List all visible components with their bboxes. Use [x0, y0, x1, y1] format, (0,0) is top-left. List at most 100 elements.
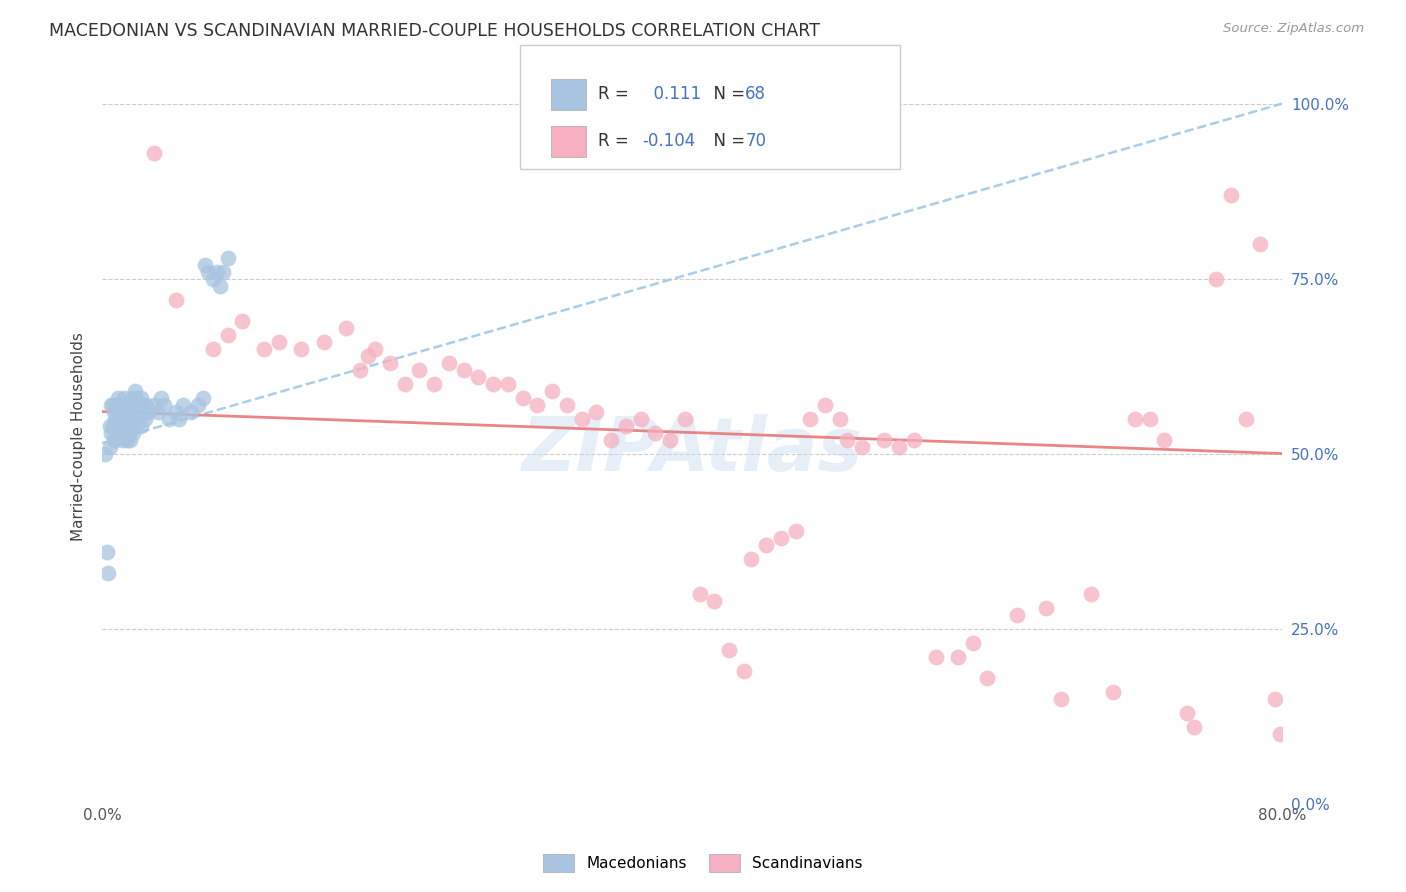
- Point: [118, 398, 141, 412]
- Point: [1080, 586, 1102, 600]
- Point: [101, 398, 124, 412]
- Point: [103, 433, 125, 447]
- Point: [946, 649, 969, 664]
- Point: [114, 425, 136, 440]
- Point: [124, 384, 146, 398]
- Point: [630, 411, 652, 425]
- Point: [659, 433, 682, 447]
- Point: [555, 398, 578, 412]
- Point: [873, 433, 896, 447]
- Point: [142, 145, 165, 160]
- Point: [976, 671, 998, 685]
- Point: [496, 376, 519, 391]
- Point: [290, 342, 312, 356]
- Point: [526, 398, 548, 412]
- Point: [105, 418, 128, 433]
- Point: [541, 384, 564, 398]
- Point: [135, 398, 157, 412]
- Point: [1153, 433, 1175, 447]
- Point: [134, 411, 156, 425]
- Point: [172, 398, 194, 412]
- Point: [122, 425, 145, 440]
- Point: [103, 404, 125, 418]
- Point: [349, 362, 371, 376]
- Point: [1050, 691, 1073, 706]
- Point: [153, 398, 176, 412]
- Point: [1182, 720, 1205, 734]
- Point: [1268, 726, 1291, 740]
- Point: [814, 398, 837, 412]
- Point: [335, 320, 357, 334]
- Text: 70: 70: [745, 132, 766, 150]
- Point: [100, 398, 122, 412]
- Point: [165, 404, 187, 418]
- Text: R =: R =: [598, 86, 634, 103]
- Point: [112, 391, 135, 405]
- Point: [148, 404, 170, 418]
- Point: [94, 446, 117, 460]
- Point: [600, 433, 623, 447]
- Point: [111, 433, 134, 447]
- Point: [1249, 236, 1271, 251]
- Text: R =: R =: [598, 132, 634, 150]
- Point: [467, 369, 489, 384]
- Point: [112, 411, 135, 425]
- Point: [1219, 187, 1241, 202]
- Point: [97, 566, 120, 580]
- Point: [157, 411, 180, 425]
- Point: [117, 404, 139, 418]
- Point: [769, 531, 792, 545]
- Point: [217, 327, 239, 342]
- Point: [180, 404, 202, 418]
- Point: [142, 398, 165, 412]
- Point: [312, 334, 335, 349]
- Point: [925, 649, 948, 664]
- Point: [1123, 411, 1146, 425]
- Point: [121, 418, 143, 433]
- Point: [150, 391, 173, 405]
- Point: [689, 586, 711, 600]
- Point: [108, 418, 131, 433]
- Point: [887, 440, 910, 454]
- Point: [733, 664, 755, 678]
- Point: [1139, 411, 1161, 425]
- Point: [98, 440, 121, 454]
- Point: [614, 418, 637, 433]
- Point: [117, 433, 139, 447]
- Point: [1175, 706, 1198, 720]
- Point: [201, 342, 224, 356]
- Point: [187, 398, 209, 412]
- Point: [253, 342, 276, 356]
- Point: [212, 264, 235, 278]
- Point: [357, 349, 380, 363]
- Point: [209, 278, 232, 293]
- Point: [96, 544, 118, 558]
- Point: [269, 334, 291, 349]
- Point: [131, 398, 153, 412]
- Point: [423, 376, 446, 391]
- Point: [437, 355, 460, 369]
- Point: [121, 391, 143, 405]
- Text: N =: N =: [703, 86, 751, 103]
- Point: [231, 313, 253, 327]
- Point: [851, 440, 873, 454]
- Point: [1101, 684, 1123, 698]
- Point: [585, 404, 607, 418]
- Text: ZIPAtlas: ZIPAtlas: [522, 414, 863, 487]
- Point: [132, 404, 155, 418]
- Point: [107, 391, 129, 405]
- Point: [128, 404, 150, 418]
- Text: Source: ZipAtlas.com: Source: ZipAtlas.com: [1223, 22, 1364, 36]
- Point: [114, 398, 136, 412]
- Text: N =: N =: [703, 132, 751, 150]
- Point: [1234, 411, 1257, 425]
- Point: [201, 271, 224, 285]
- Point: [482, 376, 505, 391]
- Point: [191, 391, 214, 405]
- Point: [165, 293, 187, 307]
- Text: 0.111: 0.111: [643, 86, 700, 103]
- Point: [1205, 271, 1227, 285]
- Point: [207, 264, 229, 278]
- Point: [903, 433, 925, 447]
- Point: [364, 342, 387, 356]
